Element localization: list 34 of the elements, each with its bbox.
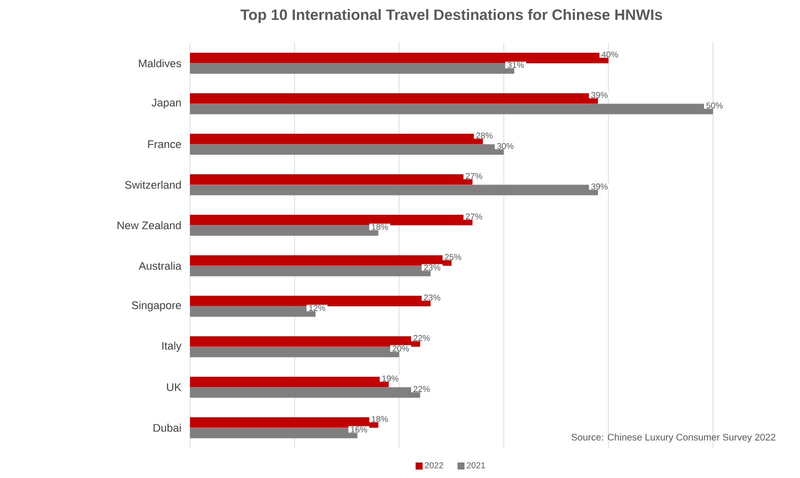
- data-label: 12%: [309, 305, 326, 311]
- y-tick-label: France: [148, 140, 181, 148]
- data-label: 28%: [476, 132, 493, 138]
- legend-label: 2021: [466, 462, 485, 468]
- legend-label: 2022: [425, 462, 444, 468]
- data-label: 31%: [508, 62, 524, 68]
- y-tick-label: Japan: [152, 98, 181, 109]
- data-label: 18%: [372, 416, 388, 422]
- chart-title: Top 10 International Travel Destinations for Chinese HNWIs: [240, 9, 662, 23]
- data-label: 22%: [414, 386, 430, 392]
- data-label: 39%: [591, 92, 608, 98]
- data-label: 18%: [372, 224, 388, 230]
- data-label: 39%: [591, 183, 608, 190]
- y-tick-label: Singapore: [132, 301, 181, 312]
- data-label: 22%: [414, 335, 430, 341]
- annotation: Source: Chinese Luxury Consumer Survey 2022: [572, 434, 776, 442]
- y-tick-label: Italy: [162, 342, 182, 352]
- y-tick-label: New Zealand: [118, 221, 181, 230]
- data-label: 19%: [382, 375, 398, 382]
- y-tick-label: Maldives: [138, 59, 182, 68]
- data-label: 23%: [424, 264, 440, 270]
- y-tick-label: Australia: [138, 262, 182, 270]
- data-label: 27%: [466, 214, 482, 220]
- data-label: 23%: [424, 294, 440, 300]
- data-label: 16%: [350, 426, 368, 432]
- data-label: 30%: [497, 142, 514, 149]
- data-label: 20%: [392, 345, 409, 352]
- data-label: 40%: [602, 51, 618, 58]
- data-label: 27%: [466, 173, 482, 179]
- y-tick-label: Switzerland: [125, 180, 181, 189]
- data-label: 50%: [706, 102, 723, 108]
- data-label: 25%: [444, 254, 462, 260]
- y-tick-label: UK: [167, 383, 182, 392]
- y-tick-label: Dubai: [154, 424, 181, 432]
